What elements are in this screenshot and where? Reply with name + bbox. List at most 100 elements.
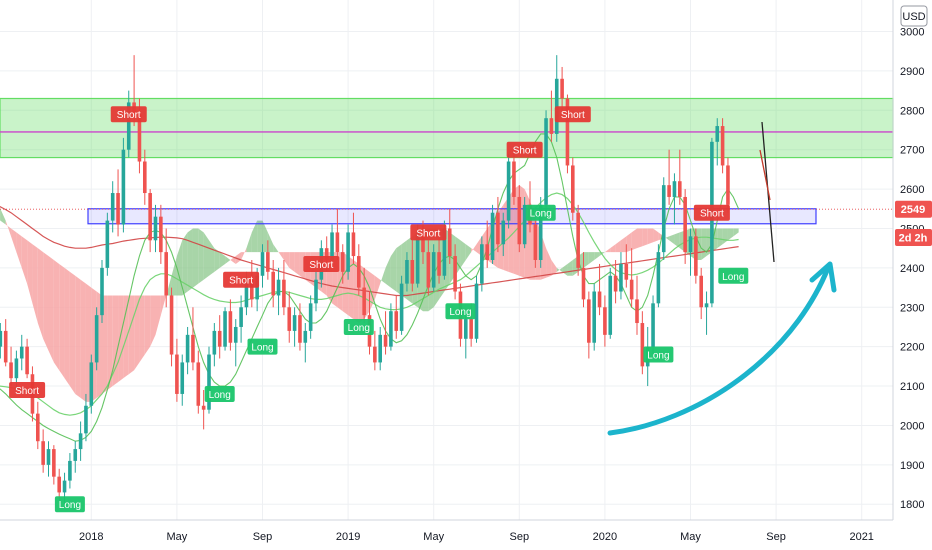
signal-text: Short <box>700 209 724 220</box>
candle-body <box>447 228 452 257</box>
candle <box>298 303 302 351</box>
time-tick-label: May <box>423 531 444 543</box>
candle-body <box>710 141 714 304</box>
candle-body <box>694 236 698 276</box>
price-axis[interactable]: 1800190020002100220023002400250026002700… <box>900 27 924 512</box>
cloud-up <box>583 252 589 268</box>
candle-body <box>522 204 527 245</box>
candle <box>635 275 639 335</box>
candle-body <box>688 236 693 253</box>
cloud-down <box>235 252 242 264</box>
resistance-zones <box>0 97 894 225</box>
candle-body <box>19 346 24 359</box>
candle <box>335 208 340 260</box>
candle-body <box>126 102 131 150</box>
cloud-down <box>294 252 300 276</box>
long-signal-label: Long <box>718 267 749 284</box>
candle-body <box>635 299 639 324</box>
candle-body <box>699 275 703 308</box>
signal-bg <box>223 271 260 288</box>
currency-badge[interactable]: USD <box>900 5 928 27</box>
signal-text: Short <box>117 110 141 121</box>
candle <box>619 252 623 300</box>
candle-body <box>239 307 243 327</box>
signal-text: Short <box>416 228 440 239</box>
candle-body <box>571 165 575 213</box>
candle <box>656 244 661 308</box>
price-tick-label: 2200 <box>900 342 924 354</box>
candle-body <box>46 449 51 465</box>
signal-bg <box>9 382 46 398</box>
cloud-up <box>465 244 472 260</box>
cloud-down <box>546 248 552 278</box>
candle <box>603 295 607 347</box>
candle-body <box>672 181 677 197</box>
candle-body <box>437 252 441 276</box>
signal-bg <box>303 255 340 272</box>
candle-body <box>480 244 484 284</box>
time-axis[interactable]: 2018MaySep2019MaySep2020MaySep2021May <box>79 531 932 543</box>
candle-body <box>223 311 227 347</box>
candle-body <box>490 212 495 260</box>
candle <box>239 295 243 343</box>
candle <box>260 244 265 288</box>
candle <box>726 157 730 213</box>
candle <box>453 244 457 300</box>
cloud-down <box>69 271 76 394</box>
cloud-up <box>663 236 670 241</box>
cloud-up <box>214 248 220 272</box>
candle <box>581 252 586 308</box>
candle-body <box>720 126 725 166</box>
candle-body <box>715 126 720 142</box>
cloud-up <box>192 228 199 288</box>
cloud-down <box>283 252 290 268</box>
candle <box>506 153 511 229</box>
cloud-up <box>225 256 231 264</box>
cloud-down <box>647 228 654 245</box>
cloud-up <box>262 220 268 253</box>
candle-body <box>357 256 361 288</box>
candle-body <box>346 232 350 272</box>
candle-body <box>201 405 206 410</box>
candle-body <box>287 307 292 331</box>
price-tick-label: 2100 <box>900 381 924 393</box>
candle-body <box>228 311 233 343</box>
candle <box>180 354 185 406</box>
candle <box>143 149 147 205</box>
candle <box>399 275 404 335</box>
candle <box>447 208 452 264</box>
candle-body <box>389 311 393 347</box>
signal-text: Long <box>59 500 81 511</box>
time-tick-label: Sep <box>253 531 273 543</box>
candle <box>110 181 115 233</box>
candle-body <box>351 232 356 257</box>
candle <box>78 421 83 461</box>
candle <box>378 326 382 371</box>
time-tick-label: 2021 <box>849 531 873 543</box>
cloud-down <box>374 275 381 300</box>
candle <box>223 307 227 351</box>
cloud-down <box>102 295 108 394</box>
candle-body <box>266 252 270 272</box>
candle <box>57 468 61 501</box>
candle <box>207 346 211 414</box>
candle <box>266 240 270 280</box>
signal-bg <box>718 267 749 284</box>
cloud-down <box>21 236 28 284</box>
candle-body <box>25 346 29 375</box>
cloud-down <box>16 232 22 268</box>
candle <box>667 149 671 205</box>
candle-body <box>506 161 511 221</box>
cloud-up <box>0 208 6 225</box>
candle <box>164 228 168 308</box>
candle <box>303 323 308 363</box>
cloud-up <box>669 234 675 245</box>
candle <box>651 295 655 355</box>
candle <box>597 263 602 316</box>
candle <box>191 307 195 371</box>
candle <box>694 228 698 284</box>
candle-body <box>592 291 596 343</box>
cloud-up <box>182 232 188 296</box>
